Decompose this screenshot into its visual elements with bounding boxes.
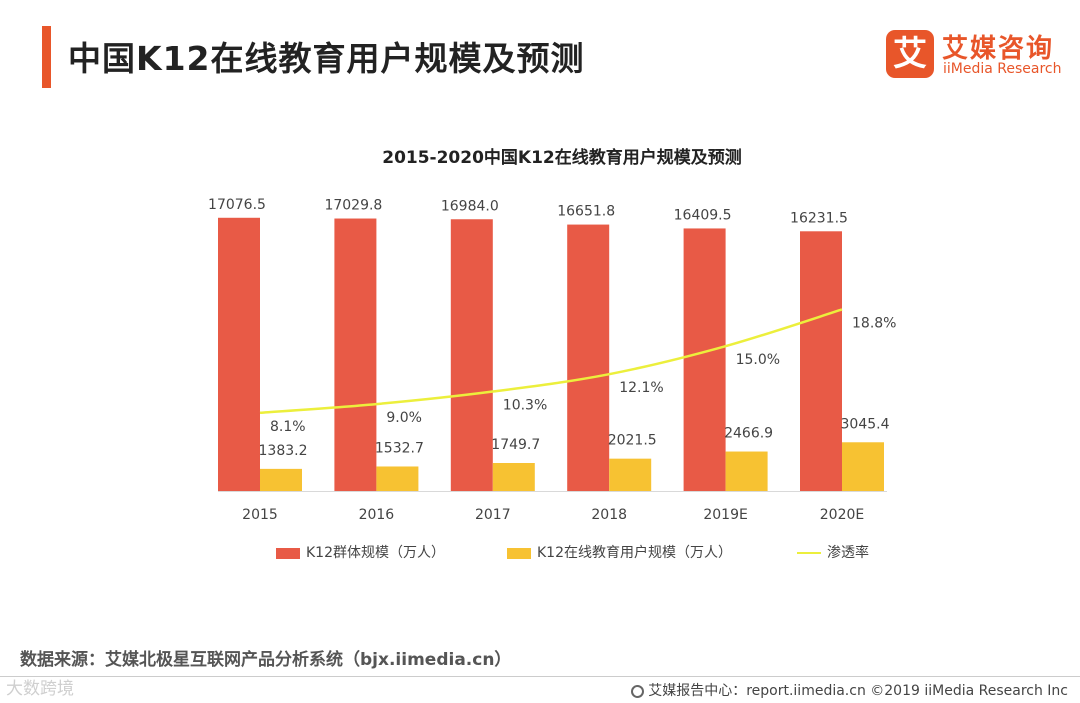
legend-label: K12在线教育用户规模（万人） [537, 545, 732, 561]
bar-label-online-users: 3045.4 [841, 416, 890, 432]
bar-label-k12-population: 16231.5 [790, 210, 848, 226]
bar-online-users [842, 442, 884, 491]
bar-label-k12-population: 17029.8 [324, 198, 382, 214]
x-tick-label: 2016 [359, 507, 395, 523]
footer-credit: 艾媒报告中心：report.iimedia.cn ©2019 iiMedia R… [631, 680, 1068, 700]
legend-label: 渗透率 [827, 545, 869, 561]
data-source-note: 数据来源：艾媒北极星互联网产品分析系统（bjx.iimedia.cn） [20, 650, 512, 670]
bar-k12-population [334, 218, 377, 491]
title-accent-bar [42, 26, 51, 88]
bar-label-k12-population: 16651.8 [557, 204, 615, 220]
bar-k12-population [683, 228, 726, 491]
legend-item-online-users: K12在线教育用户规模（万人） [507, 542, 732, 562]
bar-label-k12-population: 16984.0 [441, 198, 499, 214]
penetration-rate-label: 9.0% [386, 410, 422, 426]
legend-label: K12群体规模（万人） [306, 545, 445, 561]
penetration-rate-label: 18.8% [852, 315, 896, 331]
bar-label-online-users: 1749.7 [491, 437, 540, 453]
page-title: 中国K12在线教育用户规模及预测 [68, 39, 585, 78]
bar-label-k12-population: 17076.5 [208, 197, 266, 213]
penetration-rate-label: 15.0% [736, 352, 780, 368]
logo-cn-text: 艾媒咨询 [942, 34, 1055, 64]
bar-label-online-users: 2021.5 [608, 433, 657, 449]
x-tick-label: 2017 [475, 507, 511, 523]
penetration-rate-label: 12.1% [619, 380, 663, 396]
logo-en-text: iiMedia Research [943, 61, 1062, 77]
iimedia-logo: 艾 艾媒咨询 iiMedia Research [886, 28, 1066, 84]
bar-line-chart: 2015-2020中国K12在线教育用户规模及预测 17076.5 1383.2 1… [208, 147, 896, 523]
footer-report-text: 艾媒报告中心：report.iimedia.cn ©2019 iiMedia R… [648, 683, 1068, 699]
bar-online-users [725, 451, 768, 491]
bar-k12-population [800, 231, 842, 491]
bar-k12-population [218, 217, 260, 491]
legend-item-penetration: 渗透率 [797, 542, 869, 562]
bar-label-online-users: 1383.2 [259, 443, 308, 459]
bar-online-users [376, 466, 419, 491]
bar-online-users [492, 463, 535, 491]
legend-swatch-red [276, 547, 300, 559]
bar-k12-population [450, 219, 493, 492]
globe-icon [631, 684, 645, 698]
bar-label-k12-population: 16409.5 [674, 207, 732, 223]
bar-label-online-users: 2466.9 [724, 426, 773, 442]
legend-swatch-line [797, 552, 821, 554]
x-tick-label: 2018 [591, 507, 627, 523]
bar-online-users [260, 468, 302, 491]
penetration-rate-label: 10.3% [503, 398, 547, 414]
penetration-rate-line [259, 308, 843, 415]
legend-swatch-yellow [507, 547, 531, 559]
legend-item-k12-population: K12群体规模（万人） [276, 542, 445, 562]
bar-k12-population [567, 224, 610, 491]
watermark-text: 大数跨境 [6, 679, 74, 699]
bar-label-online-users: 1532.7 [375, 440, 424, 456]
chart-title: 2015-2020中国K12在线教育用户规模及预测 [382, 147, 742, 168]
logo-mark-icon: 艾 [886, 30, 934, 78]
chart-legend: K12群体规模（万人） K12在线教育用户规模（万人） 渗透率 [0, 542, 1080, 562]
footer-divider [0, 676, 1080, 677]
x-tick-label: 2019E [703, 507, 747, 523]
penetration-rate-label: 8.1% [270, 419, 306, 435]
x-tick-label: 2020E [820, 507, 864, 523]
bar-online-users [609, 458, 652, 491]
x-tick-label: 2015 [242, 507, 278, 523]
